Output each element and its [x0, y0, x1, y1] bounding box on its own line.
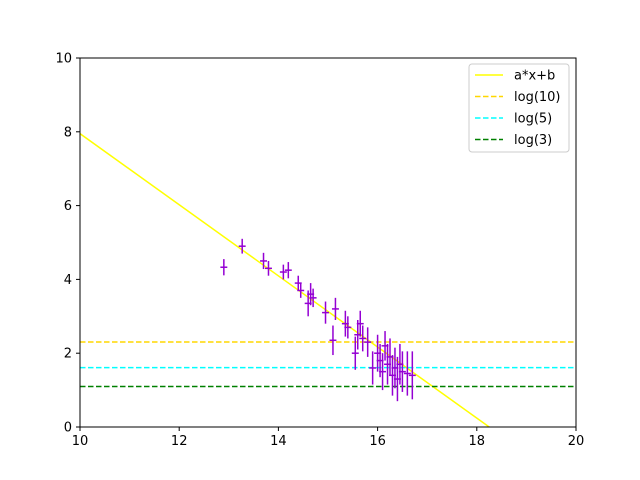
plot-frame — [79, 57, 577, 428]
errorbar-layer — [220, 238, 416, 402]
y-tick-label: 2 — [64, 347, 72, 362]
errorbar-point — [364, 327, 372, 357]
x-tick-label: 16 — [369, 434, 386, 449]
x-tick-label: 18 — [469, 434, 486, 449]
y-tick-label: 6 — [64, 199, 72, 214]
errorbar-point — [220, 259, 228, 276]
errorbar-point — [279, 264, 287, 280]
y-tick-label: 0 — [64, 421, 72, 436]
legend-label: log(3) — [514, 133, 552, 148]
legend: a*x+b log(10) log(5) log(3) — [468, 63, 570, 153]
errorbar-point — [297, 283, 305, 298]
series-line-0 — [80, 133, 490, 427]
legend-label: log(5) — [514, 112, 552, 127]
legend-label: a*x+b — [514, 69, 555, 84]
errorbar-point — [329, 325, 337, 356]
errorbar-point — [331, 297, 339, 320]
errorbar-point — [322, 301, 329, 324]
ticks-layer: 10 12 14 16 18 20 0 2 4 6 8 10 — [55, 52, 584, 450]
x-tick-label: 14 — [270, 434, 287, 449]
x-tick-label: 10 — [72, 434, 89, 449]
errorbar-point — [284, 262, 292, 279]
y-tick-label: 8 — [64, 125, 72, 140]
legend-box — [468, 63, 570, 153]
errorbar-point — [309, 288, 317, 308]
series-layer — [80, 133, 576, 427]
errorbar-point — [379, 353, 387, 391]
x-tick-label: 20 — [568, 434, 585, 449]
errorbar-point — [398, 351, 406, 392]
errorbar-point — [265, 260, 272, 276]
errorbar-point — [238, 238, 246, 254]
x-tick-label: 12 — [171, 434, 188, 449]
errorbar-point — [260, 252, 267, 270]
errorbar-point — [351, 336, 359, 370]
legend-label: log(10) — [514, 90, 561, 105]
errorbar-point — [369, 351, 377, 385]
errorbar-point — [359, 325, 367, 352]
y-tick-label: 10 — [55, 52, 72, 67]
errorbar-point — [344, 316, 352, 339]
errorbar-point — [356, 310, 364, 337]
errorbar-point — [403, 351, 411, 396]
y-tick-label: 4 — [64, 273, 72, 288]
errorbar-point — [408, 351, 416, 400]
